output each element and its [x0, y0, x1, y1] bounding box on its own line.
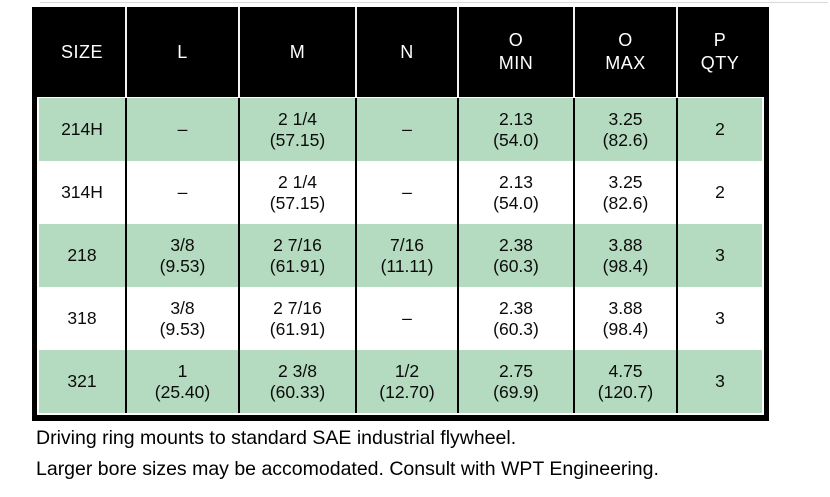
value-cell: 3.25 (82.6) [573, 98, 676, 161]
header-cell: O MAX [573, 7, 676, 97]
header-cell: N [355, 7, 457, 97]
value-cell: 3.25 (82.6) [573, 161, 676, 224]
header-cell: L [125, 7, 238, 97]
size-cell: 214H [39, 98, 125, 161]
value-cell: 3.88 (98.4) [573, 224, 676, 287]
footnotes: Driving ring mounts to standard SAE indu… [36, 423, 659, 484]
value-cell: – [125, 161, 238, 224]
note-flywheel: Driving ring mounts to standard SAE indu… [36, 427, 517, 449]
table-row: 318 3/8 (9.53) 2 7/16 (61.91) –2.38 (60.3) 3.88… [39, 287, 762, 350]
note-bore-sizes: Larger bore sizes may be accomodated. Co… [36, 457, 659, 480]
table-row: 218 3/8 (9.53) 2 7/16 (61.91) 7/16 (11.11) 2.38… [39, 224, 762, 287]
value-cell: 2.13 (54.0) [457, 98, 573, 161]
scan-edge-line [40, 2, 828, 3]
value-cell: – [355, 98, 457, 161]
value-cell: 7/16 (11.11) [355, 224, 457, 287]
table-row: 321 1 (25.40) 2 3/8 (60.33) 1/2 (12.70) 2.75 (69… [39, 350, 762, 413]
value-cell: 2 1/4 (57.15) [238, 98, 355, 161]
value-cell: 2 7/16 (61.91) [238, 287, 355, 350]
size-cell: 314H [39, 161, 125, 224]
value-cell: 2.75 (69.9) [457, 350, 573, 413]
value-cell: 2.38 (60.3) [457, 224, 573, 287]
value-cell: 2 3/8 (60.33) [238, 350, 355, 413]
header-cell: M [238, 7, 355, 97]
value-cell: 2.38 (60.3) [457, 287, 573, 350]
dimension-spec-table: SIZE L M N O MIN O MAX P QTY 214H –2 1/4 (57.15) –2.… [32, 7, 769, 421]
value-cell: 1 (25.40) [125, 350, 238, 413]
value-cell: 2 [676, 161, 762, 224]
header-cell: SIZE [60, 41, 103, 62]
value-cell: 4.75 (120.7) [573, 350, 676, 413]
value-cell: 2 1/4 (57.15) [238, 161, 355, 224]
value-cell: 3 [676, 224, 762, 287]
size-cell: 318 [39, 287, 125, 350]
value-cell: 3 [676, 287, 762, 350]
value-cell: – [355, 287, 457, 350]
table-row: 214H –2 1/4 (57.15) –2.13 (54.0) 3.25 (82.6) 2 [39, 98, 762, 161]
value-cell: – [125, 98, 238, 161]
header-cell: P QTY [676, 7, 762, 97]
value-cell: 2 7/16 (61.91) [238, 224, 355, 287]
table-header-row: SIZE L M N O MIN O MAX P QTY [37, 7, 764, 97]
table-row: 314H –2 1/4 (57.15) –2.13 (54.0) 3.25 (82.6) 2 [39, 161, 762, 224]
value-cell: 3/8 (9.53) [125, 224, 238, 287]
header-cell: O MIN [457, 7, 573, 97]
value-cell: 3.88 (98.4) [573, 287, 676, 350]
value-cell: 2.13 (54.0) [457, 161, 573, 224]
value-cell: 3/8 (9.53) [125, 287, 238, 350]
value-cell: 3 [676, 350, 762, 413]
size-cell: 218 [39, 224, 125, 287]
value-cell: 2 [676, 98, 762, 161]
table-body: 214H –2 1/4 (57.15) –2.13 (54.0) 3.25 (82.6) 2 3… [37, 97, 764, 415]
value-cell: 1/2 (12.70) [355, 350, 457, 413]
size-cell: 321 [39, 350, 125, 413]
value-cell: – [355, 161, 457, 224]
